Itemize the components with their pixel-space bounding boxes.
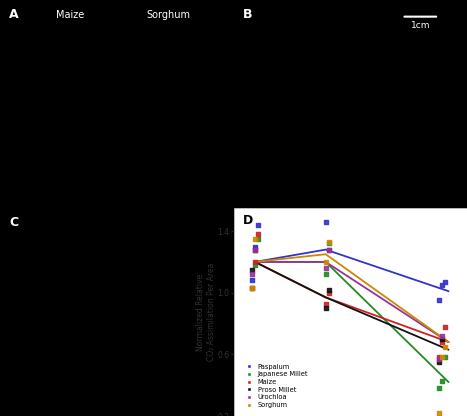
Text: A: A: [9, 8, 19, 21]
Point: [251, 259, 259, 265]
Y-axis label: Normalized Relative
CO₂ Assimilation Per Area: Normalized Relative CO₂ Assimilation Per…: [197, 263, 216, 361]
Point: [251, 246, 259, 253]
Point: [436, 356, 443, 362]
Point: [248, 285, 255, 292]
Point: [442, 323, 449, 330]
Point: [255, 235, 262, 242]
Point: [442, 354, 449, 361]
Text: 1cm: 1cm: [410, 21, 430, 30]
Point: [248, 266, 255, 273]
Point: [439, 282, 446, 288]
Point: [322, 271, 329, 277]
Point: [436, 410, 443, 416]
Point: [325, 286, 333, 293]
Point: [248, 271, 255, 277]
Point: [325, 240, 333, 247]
Point: [251, 243, 259, 250]
Point: [325, 290, 333, 296]
Point: [322, 265, 329, 271]
Point: [322, 259, 329, 265]
Point: [439, 332, 446, 339]
Text: Maize: Maize: [56, 10, 84, 20]
Point: [255, 222, 262, 228]
Point: [322, 300, 329, 307]
Point: [436, 359, 443, 365]
Point: [436, 354, 443, 361]
Point: [436, 385, 443, 391]
Point: [325, 246, 333, 253]
Point: [439, 377, 446, 384]
Point: [251, 246, 259, 253]
Text: C: C: [9, 216, 19, 229]
Point: [436, 297, 443, 304]
Point: [322, 218, 329, 225]
Point: [439, 336, 446, 342]
Point: [255, 231, 262, 238]
Point: [251, 262, 259, 268]
Point: [439, 354, 446, 361]
Point: [325, 246, 333, 253]
Text: B: B: [243, 8, 252, 21]
Point: [325, 238, 333, 245]
Point: [439, 339, 446, 345]
Text: Sorghum: Sorghum: [146, 10, 190, 20]
Text: D: D: [243, 214, 253, 227]
Point: [248, 285, 255, 292]
Point: [248, 285, 255, 292]
Point: [322, 305, 329, 312]
Legend: Paspalum, Japanese Millet, Maize, Proso Millet, Urochloa, Sorghum: Paspalum, Japanese Millet, Maize, Proso …: [241, 363, 309, 409]
Point: [442, 279, 449, 285]
Point: [251, 235, 259, 242]
Point: [248, 277, 255, 284]
Point: [442, 343, 449, 350]
